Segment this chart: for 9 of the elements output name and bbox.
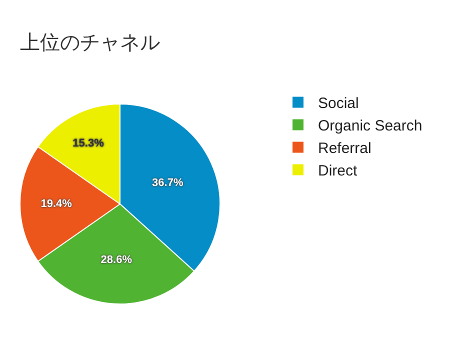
data-label: 19.4% — [40, 198, 72, 210]
legend-label: Referral — [318, 140, 372, 158]
data-label: 36.7% — [152, 176, 184, 189]
legend-label: Social — [318, 95, 359, 112]
data-label: 15.3% — [72, 137, 104, 150]
chart-title: 上位のチャネル — [20, 32, 160, 54]
legend-label: Direct — [318, 162, 358, 180]
legend-label: Organic Search — [318, 118, 422, 135]
data-label: 28.6% — [100, 254, 132, 266]
